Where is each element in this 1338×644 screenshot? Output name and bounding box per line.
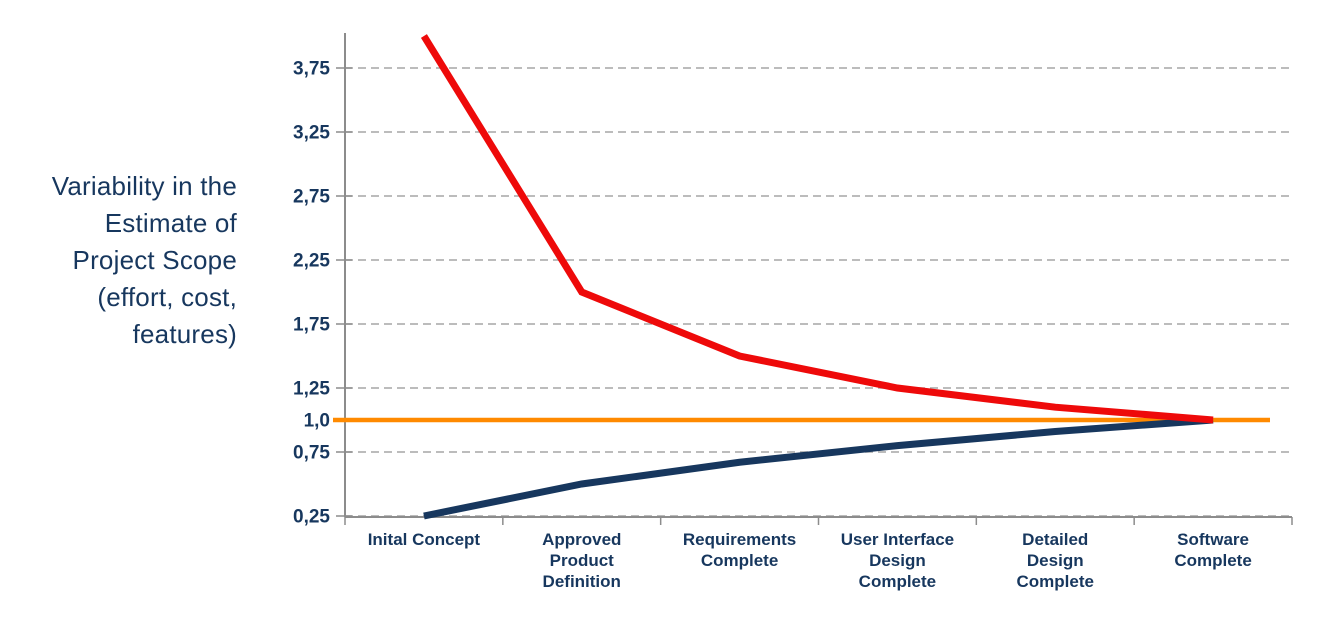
y-tick-label: 0,75 — [293, 443, 330, 464]
y-tick-label: 1,25 — [293, 379, 330, 400]
y-axis-title-line: Variability in the — [51, 171, 237, 201]
y-axis-title-line: Project Scope — [72, 245, 237, 275]
y-tick-label: 3,25 — [293, 123, 330, 144]
y-tick-label: 2,75 — [293, 187, 330, 208]
x-category-label: Inital Concept — [368, 530, 481, 549]
y-tick-label: 2,25 — [293, 251, 330, 272]
x-category-label: Software Complete — [1174, 530, 1251, 570]
y-axis-title: Variability in the Estimate of Project S… — [0, 168, 237, 353]
series-line-lower-estimate-bound — [423, 416, 1214, 520]
x-category-label: Approved Product Definition — [542, 530, 621, 591]
y-axis-title-line: features) — [132, 319, 237, 349]
x-category-label: Requirements Complete — [683, 530, 796, 570]
series-line-upper-estimate-bound — [420, 34, 1214, 424]
y-tick-label: 1,75 — [293, 315, 330, 336]
y-tick-label: 1,0 — [304, 411, 330, 432]
y-tick-label: 0,25 — [293, 507, 330, 528]
y-tick-label: 3,75 — [293, 59, 330, 80]
x-category-label: User Interface Design Complete — [841, 530, 954, 591]
x-category-label: Detailed Design Complete — [1017, 530, 1094, 591]
y-axis-title-line: Estimate of — [104, 208, 237, 238]
y-axis-title-line: (effort, cost, — [97, 282, 237, 312]
